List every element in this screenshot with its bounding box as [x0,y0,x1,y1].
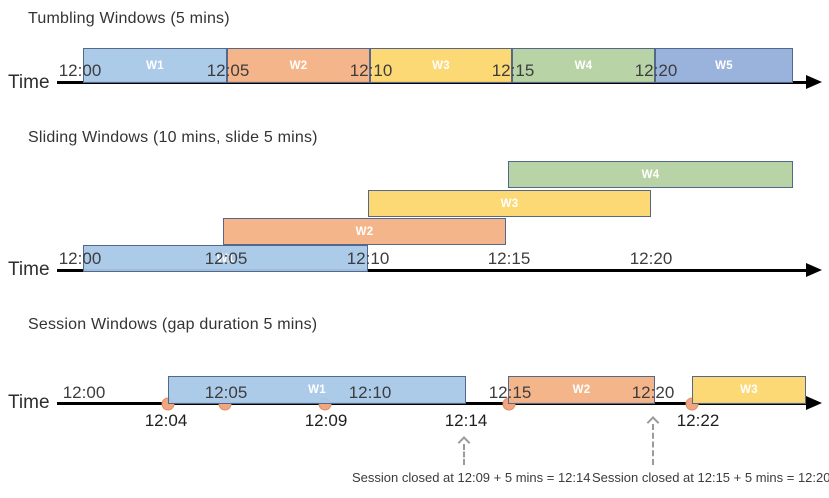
sliding-time-axis [57,269,808,272]
tumbling-window-w4-label: W4 [574,59,593,72]
session-window-w3-label: W3 [740,384,758,396]
tumbling-title: Tumbling Windows (5 mins) [28,10,230,27]
sliding-tick-1200: 12:00 [58,249,102,268]
session-event-label-1204: 12:04 [144,411,188,430]
session-axis-arrowhead-icon [806,396,822,410]
session-window-w2: W2 [508,376,655,404]
sliding-window-w2-label: W2 [355,225,374,238]
session-close-arrow-1 [463,444,465,465]
sliding-window-w4-label: W4 [641,168,660,181]
tumbling-tick-1210: 12:10 [349,61,393,80]
session-window-w2-label: W2 [572,384,591,396]
sliding-tick-1220: 12:20 [629,249,673,268]
tumbling-tick-1220: 12:20 [634,61,678,80]
sliding-tick-1210: 12:10 [346,249,390,268]
tumbling-window-w3-label: W3 [432,59,450,72]
session-event-label-1222: 12:22 [676,411,720,430]
tumbling-window-w1: W1 [83,48,227,83]
session-close-annotation-2: Session closed at 12:15 + 5 mins = 12:20 [592,470,829,485]
tumbling-tick-1200: 12:00 [58,61,102,80]
tumbling-window-w5: W5 [655,48,793,83]
sliding-window-w1-label: W1 [216,252,235,265]
session-tick-1215: 12:15 [488,383,532,402]
session-title: Session Windows (gap duration 5 mins) [28,316,318,333]
sliding-window-w3-label: W3 [500,197,519,210]
tumbling-window-w3: W3 [370,48,512,83]
session-tick-1200: 12:00 [62,383,106,402]
tumbling-window-w4: W4 [512,48,655,83]
tumbling-window-w2-label: W2 [289,59,308,72]
sliding-window-w4: W4 [508,161,793,188]
sliding-tick-1205: 12:05 [204,249,248,268]
session-close-label-1214: 12:14 [444,411,488,430]
tumbling-time-axis-label: Time [8,72,50,93]
sliding-tick-1215: 12:15 [487,249,531,268]
session-tick-1205: 12:05 [204,383,248,402]
session-event-label-1209: 12:09 [304,411,348,430]
sliding-axis-arrowhead-icon [806,263,822,277]
sliding-window-w1: W1 [83,245,368,272]
session-window-w1: W1 [168,376,466,404]
sliding-time-axis-label: Time [8,259,50,280]
tumbling-tick-1205: 12:05 [206,61,250,80]
session-window-w1-label: W1 [308,384,326,396]
session-tick-1220: 12:20 [631,383,675,402]
tumbling-tick-1215: 12:15 [491,61,535,80]
sliding-window-w3: W3 [368,190,651,217]
sliding-title: Sliding Windows (10 mins, slide 5 mins) [28,129,318,146]
tumbling-axis-arrowhead-icon [806,75,822,89]
session-close-annotation-1: Session closed at 12:09 + 5 mins = 12:14 [352,470,591,485]
session-window-w3: W3 [692,376,806,404]
session-time-axis-label: Time [8,392,50,413]
session-close-arrow-2 [652,424,654,465]
tumbling-window-w5-label: W5 [715,59,733,72]
tumbling-window-w1-label: W1 [146,59,164,72]
sliding-window-w2: W2 [223,218,506,245]
session-tick-1210: 12:10 [348,383,392,402]
tumbling-window-w2: W2 [227,48,370,83]
